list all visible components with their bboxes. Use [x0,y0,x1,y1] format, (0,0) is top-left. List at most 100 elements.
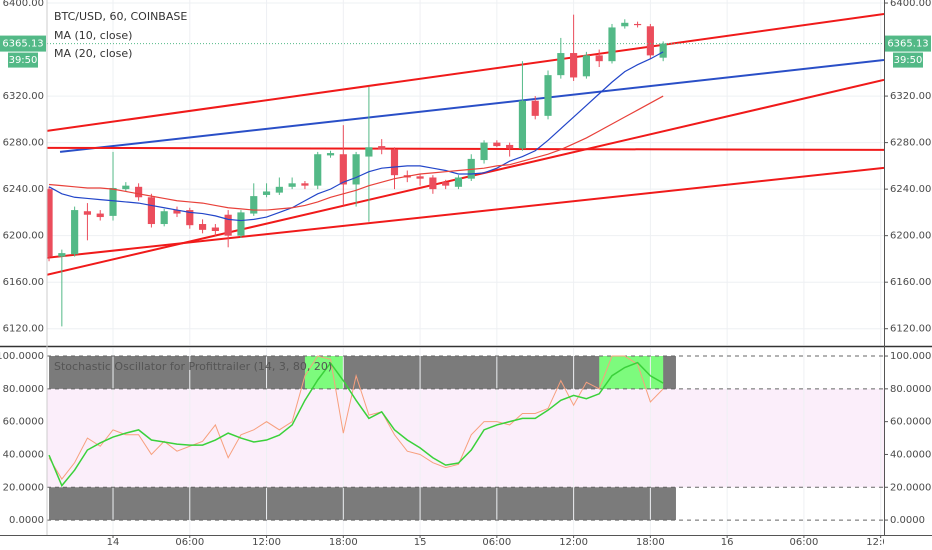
axes: 6120.00 6120.00 6160.00 6160.00 6200.00 6200.… [0,0,932,538]
candle-body [262,191,271,195]
candle-body [288,183,296,187]
y-tick-label: 20.0000 [890,482,931,493]
candle-body [147,197,155,225]
x-tick-label: 12:00 [252,537,281,548]
candle-body [659,43,667,58]
y-tick-label: 40.0000 [890,449,931,460]
price-tag-label: 6365.13 [2,39,43,50]
y-tick-label: 40.0000 [3,449,44,460]
x-tick-label: 12:00 [559,537,588,548]
legend-entry: MA (20, close) [54,47,132,60]
moving-average [48,95,664,211]
candle-body [582,55,590,77]
candle-body [557,53,565,76]
candle-body [71,210,79,255]
candle-body [198,224,207,230]
y-tick-label: 6120.00 [890,324,931,335]
y-tick-label: 6120.00 [3,324,44,335]
y-tick-label: 80.0000 [3,384,44,395]
y-tick-label: 20.0000 [3,482,44,493]
candle-body [531,100,539,116]
candle-body [275,186,283,193]
stoch-highlight [599,356,664,389]
x-tick-label: 06:00 [789,537,818,548]
candle-body [224,214,232,236]
x-tick-label: 06:00 [482,537,511,548]
candle-body [506,144,514,149]
candle-body [237,212,245,236]
y-tick-label: 6400.00 [3,0,44,9]
candle-body [646,26,654,56]
stoch-title: Stochastic Oscillator for Profittrailer … [54,360,332,373]
candle-body [47,189,53,257]
price-tag-label: 6365.13 [887,39,928,50]
price-tag [0,35,46,52]
y-tick-label: 60.0000 [890,417,931,428]
y-tick-label: 6280.00 [3,138,44,149]
candle-body [429,177,437,190]
candle-body [160,211,168,225]
candle-body [493,142,501,147]
y-tick-label: 6400.00 [890,0,931,9]
candle-body [339,154,347,185]
price-tag [885,35,931,52]
candle-body [326,153,335,156]
candle-body [314,154,322,186]
y-tick-label: 0.0000 [890,515,925,526]
candle-body [365,147,373,157]
candle-body [58,253,66,257]
y-tick-label: 6320.00 [890,91,931,102]
y-tick-label: 6200.00 [890,231,931,242]
candle-body [122,185,130,190]
y-tick-label: 6280.00 [890,138,931,149]
trend-line [47,78,884,276]
candle-body [518,100,527,149]
x-tick-label: 18:00 [329,537,358,548]
y-tick-label: 100.0000 [890,351,932,362]
trend-line [47,146,884,151]
stoch-line [48,355,664,480]
candle-body [390,149,399,176]
x-tick-label: 12:00 [866,537,895,548]
candle-body [416,176,424,179]
candle-body [442,182,450,186]
y-tick-label: 6240.00 [3,184,44,195]
candle-body [83,211,92,215]
countdown-tag [893,52,923,68]
background [47,0,884,535]
countdown-label: 39:50 [9,55,38,66]
x-tick-label: 16 [721,537,734,548]
x-tick-label: 18:00 [636,537,665,548]
candle-body [109,187,117,216]
candle-body [634,23,642,26]
candle-body [595,55,603,62]
candle-body [352,154,360,185]
chart-title: BTC/USD, 60, COINBASE [54,10,187,23]
stoch-band [49,487,676,521]
y-tick-label: 0.0000 [9,515,44,526]
y-tick-label: 6160.00 [890,277,931,288]
candle-body [211,227,219,232]
x-tick-label: 14 [107,537,120,548]
y-tick-label: 80.0000 [890,384,931,395]
candle-body [173,210,181,214]
candle-body [301,183,309,186]
y-tick-label: 6160.00 [3,277,44,288]
candle-body [186,210,194,226]
y-tick-label: 100.0000 [0,351,44,362]
candle-body [480,142,488,161]
y-tick-label: 6200.00 [3,231,44,242]
stoch-line [48,361,664,488]
legend-entry: MA (10, close) [54,29,132,42]
candle-body [135,186,143,198]
candle-body [250,196,258,214]
x-tick-label: 15 [414,537,427,548]
countdown-label: 39:50 [894,55,923,66]
candle-body [570,53,578,78]
moving-average [48,51,664,222]
candle-body [454,177,463,187]
candle-body [621,22,629,27]
y-tick-label: 60.0000 [3,417,44,428]
candle-body [378,146,386,150]
x-tick-label: 06:00 [175,537,204,548]
